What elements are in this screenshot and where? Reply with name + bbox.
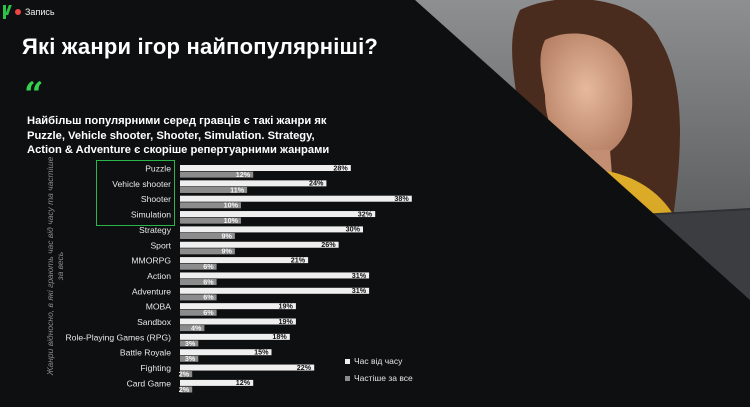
bar-most-often: [180, 279, 217, 286]
bar-value-label: 6%: [203, 293, 214, 302]
category-label: Fighting: [140, 363, 171, 373]
bar-occasionally: [180, 272, 370, 279]
recording-label: Запись: [25, 7, 55, 17]
bar-value-label: 28%: [333, 163, 348, 172]
bar-occasionally: [180, 211, 376, 218]
bar-value-label: 6%: [203, 308, 214, 317]
category-label: Shooter: [141, 194, 171, 204]
legend-item-occasionally: Час від часу: [345, 356, 402, 366]
bar-most-often: [180, 355, 199, 362]
category-label: Sandbox: [137, 317, 172, 327]
category-label: Puzzle: [145, 164, 171, 174]
category-label: Strategy: [139, 225, 172, 235]
bar-most-often: [180, 171, 254, 178]
category-label: MOBA: [146, 302, 172, 312]
bar-value-label: 6%: [203, 262, 214, 271]
bar-most-often: [180, 202, 241, 209]
bar-value-label: 2%: [179, 385, 190, 394]
bar-most-often: [180, 233, 235, 239]
bar-most-often: [180, 325, 205, 332]
category-label: Vehicle shooter: [112, 179, 171, 189]
bar-occasionally: [180, 195, 412, 202]
bar-most-often: [180, 386, 193, 393]
bar-value-label: 12%: [236, 378, 251, 387]
bar-value-label: 22%: [297, 363, 312, 372]
category-label: MMORPG: [131, 256, 171, 266]
bar-most-often: [180, 263, 217, 270]
bar-value-label: 30%: [346, 225, 361, 234]
legend-label: Частіше за все: [354, 373, 413, 383]
lead-line: Action & Adventure є скоріше репертуарни…: [27, 144, 330, 157]
app-logo-icon: [3, 5, 11, 19]
bar-value-label: 11%: [230, 185, 245, 194]
bar-occasionally: [180, 364, 315, 371]
bar-occasionally: [180, 318, 296, 325]
bar-value-label: 19%: [279, 301, 294, 310]
bar-occasionally: [180, 349, 272, 356]
bar-value-label: 4%: [191, 323, 202, 332]
bar-value-label: 15%: [254, 348, 269, 357]
bar-occasionally: [180, 303, 296, 310]
lead-paragraph: Найбільш популярними серед гравців є так…: [27, 114, 372, 158]
bar-value-label: 32%: [358, 209, 373, 218]
bar-occasionally: [180, 165, 351, 171]
bar-value-label: 3%: [185, 339, 196, 348]
bar-value-label: 6%: [203, 277, 214, 286]
category-label: Battle Royale: [120, 348, 171, 358]
legend-swatch: [345, 358, 350, 364]
bar-value-label: 9%: [222, 231, 233, 240]
bar-value-label: 2%: [179, 369, 190, 378]
bar-value-label: 10%: [224, 216, 239, 225]
legend-item-most-often: Частіше за все: [345, 373, 413, 383]
bar-occasionally: [180, 379, 254, 386]
bar-value-label: 19%: [279, 317, 294, 326]
bar-value-label: 12%: [236, 170, 251, 179]
bar-occasionally: [180, 287, 370, 294]
bar-occasionally: [180, 226, 363, 233]
bar-most-often: [180, 186, 248, 193]
bar-value-label: 24%: [309, 179, 324, 188]
bar-most-often: [180, 309, 217, 316]
category-label: Action: [147, 271, 171, 281]
category-label: Card Game: [127, 378, 172, 388]
bar-value-label: 26%: [321, 240, 336, 249]
slide-title: Які жанри ігор найпопулярніші?: [22, 34, 379, 59]
bar-most-often: [180, 248, 235, 255]
bar-value-label: 18%: [272, 332, 287, 341]
bar-value-label: 31%: [352, 286, 367, 295]
bar-value-label: 21%: [291, 255, 306, 264]
bar-occasionally: [180, 241, 339, 248]
category-label: Role-Playing Games (RPG): [65, 332, 171, 342]
recording-indicator: Запись: [3, 5, 55, 19]
bar-value-label: 31%: [352, 271, 367, 280]
bar-most-often: [180, 340, 199, 347]
category-label: Simulation: [131, 210, 171, 220]
bar-occasionally: [180, 180, 327, 187]
bar-most-often: [180, 217, 241, 224]
quote-mark-icon: “: [24, 75, 44, 115]
record-dot-icon: [15, 9, 21, 15]
bar-value-label: 3%: [185, 354, 196, 363]
bar-most-often: [180, 294, 217, 301]
bar-value-label: 38%: [394, 194, 409, 203]
category-label: Sport: [150, 240, 171, 250]
bar-value-label: 9%: [222, 247, 233, 256]
legend-swatch: [345, 375, 350, 381]
lead-line: Найбільш популярними серед гравців є так…: [27, 115, 327, 127]
bar-occasionally: [180, 333, 290, 340]
bar-most-often: [180, 371, 193, 378]
lead-line: Puzzle, Vehicle shooter, Shooter, Simula…: [27, 129, 315, 142]
bar-occasionally: [180, 257, 309, 264]
category-label: Adventure: [132, 286, 171, 296]
legend-label: Час від часу: [354, 356, 403, 366]
top-genres-highlight-box: [96, 160, 175, 226]
bar-value-label: 10%: [224, 201, 239, 210]
